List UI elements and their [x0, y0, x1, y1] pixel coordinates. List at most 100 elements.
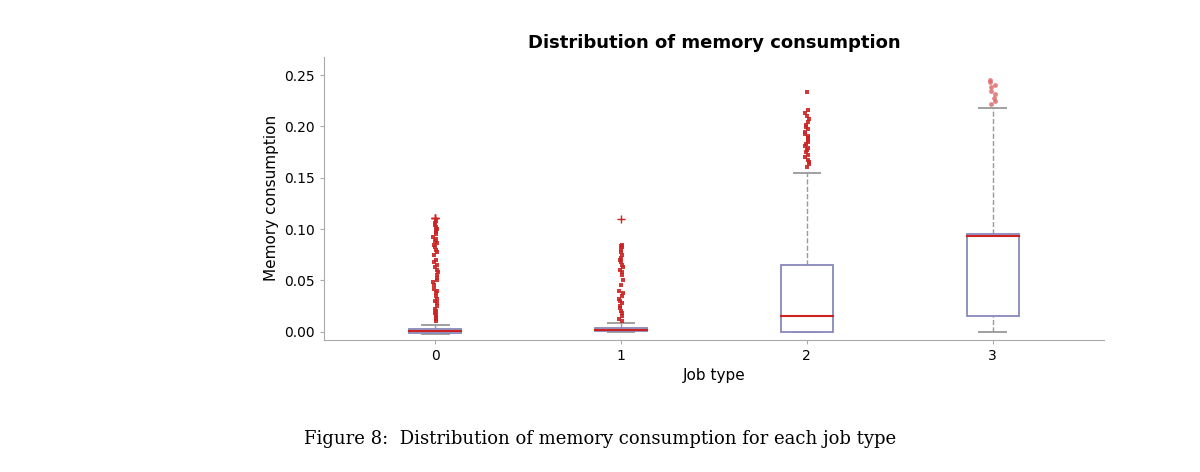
- Point: [427, 295, 446, 303]
- Title: Distribution of memory consumption: Distribution of memory consumption: [528, 34, 900, 52]
- Point: [426, 312, 445, 319]
- Point: [426, 256, 445, 263]
- Point: [612, 243, 631, 250]
- Point: [426, 305, 445, 313]
- Point: [427, 302, 446, 310]
- Point: [426, 309, 445, 317]
- Point: [796, 122, 815, 129]
- Point: [985, 97, 1004, 104]
- Bar: [966, 234, 1019, 316]
- Bar: [781, 265, 833, 332]
- Point: [610, 295, 629, 303]
- Point: [980, 78, 1000, 86]
- Point: [427, 277, 446, 284]
- Point: [426, 244, 445, 251]
- Point: [613, 277, 632, 284]
- Point: [796, 142, 815, 150]
- Point: [797, 146, 816, 154]
- Point: [427, 275, 446, 282]
- Y-axis label: Memory consumption: Memory consumption: [264, 115, 278, 281]
- Point: [612, 261, 631, 269]
- Point: [427, 217, 446, 225]
- Point: [426, 228, 445, 236]
- Point: [796, 130, 815, 137]
- Point: [980, 84, 1000, 91]
- Point: [426, 246, 445, 253]
- Point: [985, 90, 1004, 97]
- Point: [425, 251, 444, 259]
- Point: [427, 240, 446, 247]
- Point: [796, 124, 815, 131]
- Point: [612, 251, 631, 259]
- Point: [610, 297, 629, 304]
- Point: [799, 118, 818, 126]
- Point: [982, 100, 1001, 108]
- Point: [426, 230, 445, 238]
- Point: [424, 258, 443, 266]
- Point: [613, 309, 632, 317]
- Point: [611, 266, 630, 274]
- Text: Figure 8:  Distribution of memory consumption for each job type: Figure 8: Distribution of memory consump…: [304, 430, 896, 447]
- Point: [424, 285, 443, 292]
- Point: [799, 159, 818, 166]
- Point: [428, 299, 448, 307]
- Point: [427, 223, 446, 231]
- Point: [613, 289, 632, 296]
- Point: [798, 112, 817, 120]
- Point: [798, 144, 817, 152]
- Point: [799, 116, 818, 123]
- Point: [428, 225, 448, 233]
- Point: [612, 258, 631, 266]
- Point: [610, 256, 629, 263]
- Point: [424, 234, 443, 241]
- Point: [798, 126, 817, 133]
- Point: [612, 282, 631, 289]
- Point: [427, 266, 446, 274]
- Point: [427, 271, 446, 279]
- Point: [612, 271, 631, 279]
- Point: [613, 299, 632, 307]
- Point: [611, 254, 630, 261]
- Point: [796, 153, 815, 161]
- Point: [612, 244, 631, 251]
- Point: [797, 140, 816, 148]
- Point: [425, 242, 444, 249]
- Point: [613, 318, 632, 325]
- Point: [427, 261, 446, 269]
- Point: [796, 110, 815, 117]
- Point: [426, 318, 445, 325]
- Point: [612, 312, 631, 320]
- Point: [798, 106, 817, 114]
- Point: [799, 157, 818, 164]
- Point: [611, 248, 630, 255]
- Point: [613, 263, 632, 271]
- Point: [611, 246, 630, 253]
- Point: [612, 242, 631, 249]
- Point: [427, 316, 446, 323]
- Point: [427, 287, 446, 295]
- Point: [426, 263, 445, 271]
- Bar: [409, 329, 462, 333]
- Point: [982, 87, 1001, 94]
- Point: [610, 287, 629, 295]
- Point: [611, 304, 630, 312]
- Point: [426, 289, 445, 296]
- Bar: [595, 328, 647, 330]
- Point: [424, 282, 443, 289]
- Point: [428, 269, 448, 276]
- Point: [425, 221, 444, 229]
- Point: [985, 82, 1004, 89]
- Point: [425, 297, 444, 304]
- X-axis label: Job type: Job type: [683, 369, 745, 383]
- Point: [799, 134, 818, 142]
- Point: [798, 132, 817, 139]
- Point: [612, 292, 631, 300]
- Point: [799, 160, 818, 168]
- Point: [797, 148, 816, 156]
- Point: [428, 248, 448, 255]
- Point: [426, 313, 445, 321]
- Point: [610, 302, 629, 310]
- Point: [797, 88, 816, 95]
- Point: [612, 307, 631, 315]
- Point: [610, 316, 629, 323]
